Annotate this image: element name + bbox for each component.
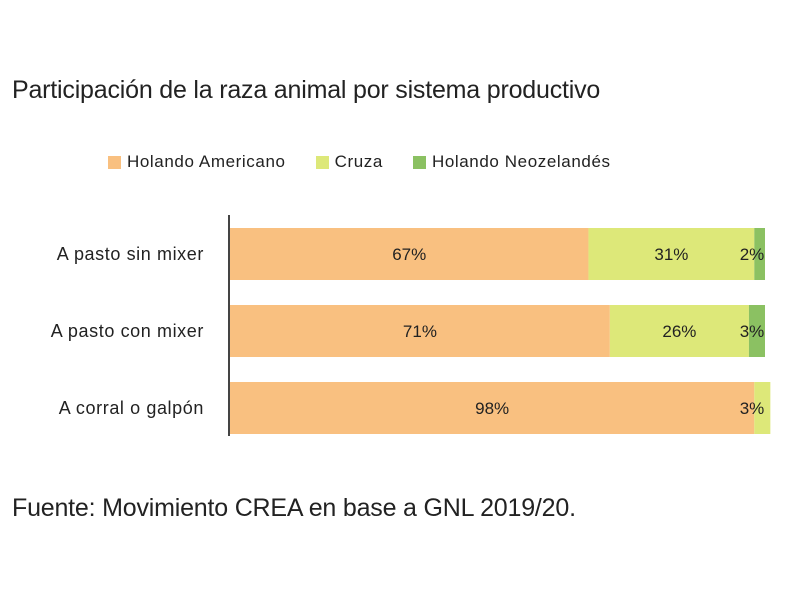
source-note: Fuente: Movimiento CREA en base a GNL 20… (12, 494, 576, 522)
legend-item-holando-neozelandes: Holando Neozelandés (412, 152, 611, 172)
bar-cruza-a-pasto-con-mixer (609, 305, 749, 357)
data-label-holando-americano-a-pasto-con-mixer: 71% (403, 322, 437, 341)
legend-swatch-holando-americano (108, 155, 121, 169)
bar-holando-neozelandes-a-pasto-sin-mixer (754, 228, 765, 280)
data-label-cruza-a-corral-o-galpon: 3% (740, 399, 765, 418)
legend-swatch-holando-neozelandes (412, 155, 426, 169)
bar-holando-americano-a-corral-o-galpon (230, 382, 755, 434)
data-label-cruza-a-pasto-con-mixer: 26% (662, 322, 696, 341)
bar-holando-americano-a-pasto-con-mixer (230, 305, 610, 357)
chart-legend: Holando Americano Cruza Holando Neozelan… (108, 150, 641, 174)
data-label-holando-neozelandes-a-pasto-sin-mixer: 2% (740, 245, 765, 264)
legend-item-holando-americano: Holando Americano (108, 152, 286, 172)
legend-label-cruza: Cruza (334, 152, 383, 171)
bar-cruza-a-corral-o-galpon (754, 382, 771, 434)
legend-label-holando-neozelandes: Holando Neozelandés (431, 152, 611, 171)
bar-cruza-a-pasto-sin-mixer (588, 228, 755, 280)
data-label-cruza-a-pasto-sin-mixer: 31% (654, 245, 688, 264)
data-label-holando-neozelandes-a-pasto-con-mixer: 3% (740, 322, 765, 341)
bar-holando-neozelandes-a-pasto-con-mixer (748, 305, 765, 357)
data-label-holando-americano-a-pasto-sin-mixer: 67% (392, 245, 426, 264)
category-label-a-corral-o-galpon: A corral o galpón (59, 398, 204, 418)
chart-title: Participación de la raza animal por sist… (12, 76, 601, 104)
legend-swatch-cruza (315, 155, 329, 169)
bar-holando-americano-a-pasto-sin-mixer (230, 228, 589, 280)
data-label-holando-americano-a-corral-o-galpon: 98% (475, 399, 509, 418)
legend-item-cruza: Cruza (315, 152, 383, 172)
legend-label-holando-americano: Holando Americano (127, 152, 286, 171)
category-label-a-pasto-sin-mixer: A pasto sin mixer (57, 244, 204, 264)
category-label-a-pasto-con-mixer: A pasto con mixer (51, 321, 204, 341)
